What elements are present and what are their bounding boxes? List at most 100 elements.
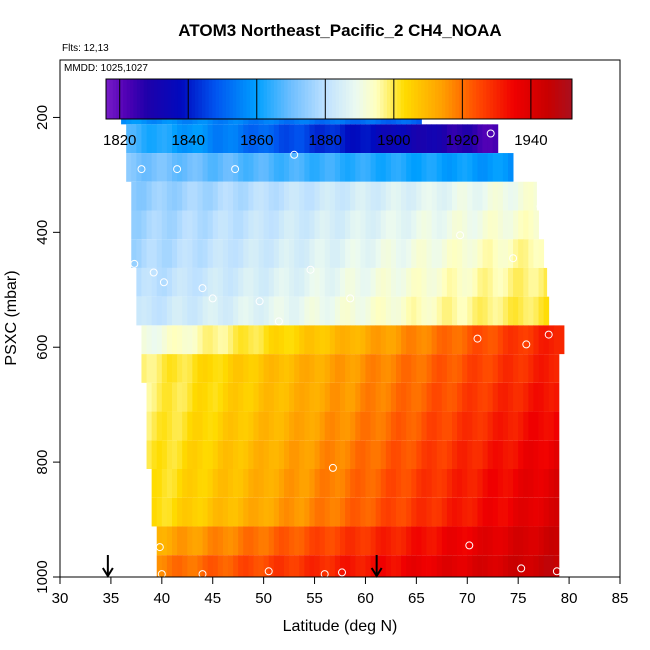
- colorbar-cell: [301, 79, 306, 119]
- colorbar-cell: [544, 79, 549, 119]
- heatmap-cell: [222, 181, 229, 211]
- heatmap-cell: [375, 382, 382, 412]
- heatmap-cell: [253, 153, 259, 182]
- heatmap-cell: [472, 181, 478, 211]
- heatmap-cell: [334, 411, 341, 441]
- heatmap-cell: [222, 526, 229, 556]
- heatmap-cell: [467, 497, 473, 527]
- colorbar-cell: [352, 79, 357, 119]
- heatmap-cell: [202, 124, 209, 154]
- heatmap-cell: [406, 153, 412, 182]
- heatmap-cell: [289, 210, 295, 240]
- heatmap-cell: [396, 296, 402, 326]
- heatmap-cell: [166, 497, 173, 527]
- heatmap-cell: [365, 124, 371, 154]
- heatmap-cell: [207, 555, 214, 577]
- heatmap-cell: [324, 526, 331, 556]
- heatmap-cell: [390, 382, 397, 412]
- heatmap-cell: [156, 382, 163, 412]
- heatmap-cell: [329, 153, 336, 182]
- heatmap-cell: [528, 325, 534, 355]
- heatmap-cell: [187, 239, 193, 268]
- heatmap-cell: [248, 354, 254, 383]
- heatmap-cell: [273, 411, 280, 441]
- heatmap-cell: [263, 181, 270, 211]
- heatmap-cell: [268, 153, 275, 182]
- colorbar-cell: [153, 79, 158, 119]
- heatmap-cell: [253, 526, 259, 556]
- heatmap-cell: [177, 124, 183, 154]
- heatmap-cell: [365, 555, 371, 577]
- heatmap-cell: [457, 267, 463, 297]
- colorbar-gradient: [106, 79, 573, 119]
- heatmap-cell: [543, 411, 550, 441]
- heatmap-cell: [258, 354, 265, 383]
- heatmap-cell: [182, 497, 188, 527]
- heatmap-cell: [141, 239, 147, 268]
- heatmap-cell: [380, 267, 387, 297]
- heatmap-cell: [268, 325, 275, 355]
- heatmap-cell: [497, 181, 504, 211]
- heatmap-cell: [202, 440, 209, 469]
- heatmap-cell: [446, 497, 453, 527]
- heatmap-cell: [431, 210, 438, 240]
- heatmap-cell: [355, 354, 361, 383]
- heatmap-cell: [273, 440, 280, 469]
- heatmap-cell: [553, 325, 560, 355]
- heatmap-cell: [421, 296, 427, 326]
- heatmap-cell: [309, 411, 315, 441]
- heatmap-cell: [538, 411, 545, 441]
- heatmap-cell: [238, 469, 244, 498]
- heatmap-cell: [182, 181, 188, 211]
- heatmap-cell: [217, 153, 224, 182]
- heatmap-cell: [253, 181, 259, 211]
- heatmap-cell: [304, 497, 310, 527]
- heatmap-cell: [197, 210, 203, 240]
- heatmap-cell: [187, 469, 193, 498]
- heatmap-cell: [385, 469, 392, 498]
- heatmap-cell: [248, 555, 254, 577]
- heatmap-cell: [477, 267, 483, 297]
- heatmap-cell: [370, 210, 377, 240]
- heatmap-cell: [217, 354, 224, 383]
- colorbar-cell: [243, 79, 247, 119]
- colorbar-cell: [198, 79, 203, 119]
- heatmap-cell: [314, 210, 321, 240]
- heatmap-cell: [462, 296, 468, 326]
- heatmap-cell: [258, 526, 265, 556]
- heatmap-cell: [350, 325, 356, 355]
- heatmap-cell: [416, 325, 422, 355]
- heatmap-cell: [294, 497, 300, 527]
- observation-point: [306, 265, 315, 274]
- heatmap-cell: [416, 526, 422, 556]
- heatmap-cell: [192, 124, 198, 154]
- heatmap-cell: [289, 354, 295, 383]
- heatmap-cell: [426, 354, 433, 383]
- heatmap-cell: [452, 354, 458, 383]
- heatmap-cell: [299, 354, 305, 383]
- heatmap-cell: [416, 210, 422, 240]
- heatmap-cell: [319, 440, 326, 469]
- heatmap-cell: [446, 210, 453, 240]
- colorbar-cell: [493, 79, 498, 119]
- heatmap-cell: [253, 325, 259, 355]
- heatmap-cell: [268, 354, 275, 383]
- heatmap-cell: [207, 210, 214, 240]
- heatmap-cell: [467, 526, 473, 556]
- heatmap-cell: [253, 440, 259, 469]
- observation-point: [137, 165, 146, 174]
- heatmap-cell: [360, 555, 366, 577]
- heatmap-cell: [355, 325, 361, 355]
- heatmap-cell: [182, 124, 188, 154]
- heatmap-cell: [151, 267, 158, 297]
- colorbar-cell: [106, 79, 110, 119]
- heatmap-cell: [187, 267, 193, 297]
- heatmap-cell: [380, 469, 387, 498]
- colorbar-cell: [177, 79, 182, 119]
- heatmap-cell: [228, 411, 234, 441]
- heatmap-cell: [299, 124, 305, 154]
- heatmap-cell: [502, 440, 509, 469]
- heatmap-cell: [258, 153, 265, 182]
- colorbar-tick-label: 1920: [446, 132, 479, 149]
- colorbar-cell: [191, 79, 196, 119]
